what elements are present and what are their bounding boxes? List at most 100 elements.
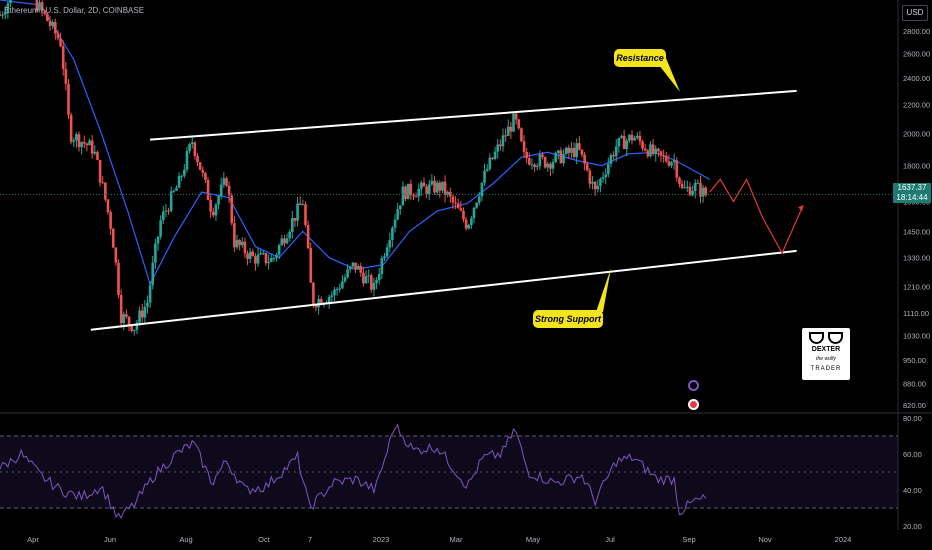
candle-body: [9, 0, 12, 4]
price-axis-tick-label: 2000.00: [903, 129, 930, 138]
candle-body: [704, 187, 708, 196]
candle-body: [588, 170, 592, 184]
candle-body: [75, 134, 78, 141]
candle-body: [406, 183, 410, 200]
price-axis-tick-label: 1210.00: [903, 283, 930, 292]
time-axis-tick-label: Nov: [758, 535, 772, 544]
candle-body: [51, 21, 54, 26]
candle-body: [119, 295, 123, 324]
candle-body: [38, 2, 41, 11]
candle-body: [222, 178, 226, 185]
candle-body: [501, 135, 505, 147]
candle-body: [462, 210, 465, 220]
resistance-callout: Resistance: [614, 49, 666, 67]
price-axis-tick-label: 2200.00: [903, 100, 930, 109]
candle-body: [404, 186, 407, 200]
candle-body: [161, 211, 165, 221]
candle-body: [185, 151, 189, 170]
flag-icon[interactable]: [688, 399, 699, 410]
candle-body: [638, 135, 642, 142]
price-axis-tick-label: 1030.00: [903, 332, 930, 341]
candle-body: [243, 241, 247, 254]
price-axis-tick-label: 1330.00: [903, 254, 930, 263]
logo-eyes: [808, 332, 844, 344]
candle-body: [346, 269, 349, 278]
candle-body: [601, 177, 605, 179]
candle-body: [183, 169, 186, 176]
projection-arrowhead: [798, 205, 804, 212]
candle-body: [596, 185, 600, 190]
candle-body: [193, 142, 197, 157]
candle-body: [1, 14, 4, 16]
candle-body: [422, 182, 426, 187]
logo-line-3: TRADER: [810, 366, 842, 372]
candle-body: [485, 168, 489, 171]
candle-body: [280, 238, 284, 246]
candle-body: [93, 151, 97, 154]
price-axis-tick-label: 2800.00: [903, 27, 930, 36]
support-line[interactable]: [90, 249, 797, 331]
candle-body: [317, 299, 320, 308]
candle-body: [409, 183, 413, 196]
candle-body: [104, 182, 107, 200]
candle-body: [604, 174, 607, 178]
candle-body: [140, 310, 144, 318]
candle-body: [251, 251, 255, 257]
candle-body: [138, 310, 141, 323]
candle-body: [351, 262, 355, 267]
candle-body: [525, 152, 528, 159]
candle-body: [491, 157, 494, 159]
projection-path[interactable]: [709, 178, 804, 255]
candle-body: [609, 154, 613, 164]
candle-body: [556, 150, 560, 154]
candle-body: [111, 228, 115, 248]
candle-body: [675, 160, 679, 178]
price-axis-tick-label: 2400.00: [903, 74, 930, 83]
candle-body: [635, 135, 639, 138]
candle-body: [412, 195, 415, 197]
candle-body: [217, 196, 220, 205]
candle-body: [470, 218, 473, 226]
candle-body: [96, 151, 99, 160]
price-axis-tick-label: 1450.00: [903, 227, 930, 236]
rsi-axis-tick-label: 40.00: [903, 486, 922, 495]
time-axis-tick-label: Jul: [605, 535, 615, 544]
candle-body: [151, 262, 155, 286]
candle-body: [454, 202, 457, 204]
candle-body: [546, 163, 550, 168]
candle-body: [701, 187, 705, 197]
candle-body: [420, 182, 423, 189]
candle-body: [459, 208, 463, 211]
candle-body: [364, 276, 368, 284]
candle-body: [509, 126, 513, 132]
candle-body: [85, 143, 89, 146]
candle-body: [219, 184, 223, 197]
candle-body: [662, 155, 665, 157]
candle-body: [46, 13, 49, 22]
price-axis-tick-label: 880.00: [903, 379, 926, 388]
candle-body: [564, 147, 568, 155]
candle-body: [69, 114, 73, 142]
candle-body: [48, 21, 52, 26]
candle-body: [628, 134, 631, 141]
candle-body: [522, 141, 526, 153]
candle-body: [98, 159, 102, 183]
lightning-icon[interactable]: [688, 380, 699, 391]
resistance-line[interactable]: [150, 89, 797, 141]
candle-body: [688, 186, 692, 196]
candle-body: [514, 113, 518, 120]
candle-body: [377, 274, 381, 281]
candle-body: [506, 126, 510, 137]
candle-body: [188, 144, 191, 152]
candle-body: [285, 238, 289, 244]
candle-body: [212, 211, 215, 216]
currency-button[interactable]: USD: [902, 5, 928, 21]
candle-body: [414, 196, 418, 198]
candle-body: [456, 203, 460, 209]
candle-body: [538, 154, 542, 166]
candle-body: [580, 149, 584, 155]
candle-body: [585, 163, 589, 171]
rsi-axis-tick-label: 80.00: [903, 414, 922, 423]
time-axis-tick-label: Mar: [450, 535, 463, 544]
